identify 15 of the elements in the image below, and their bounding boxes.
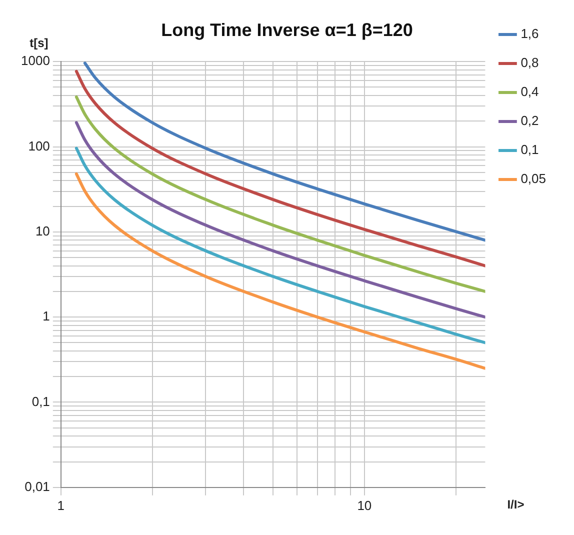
y-tick-label: 0,1 — [32, 394, 50, 409]
chart-title: Long Time Inverse α=1 β=120 — [161, 20, 413, 40]
legend-label: 0,8 — [520, 55, 539, 70]
legend-label: 0,2 — [520, 113, 539, 128]
legend-label: 0,05 — [520, 171, 546, 186]
y-tick-label: 100 — [28, 138, 50, 154]
x-axis-title: I/I> — [507, 498, 524, 512]
y-tick-label: 10 — [35, 224, 50, 238]
y-tick-label: 1 — [42, 308, 50, 324]
legend-label: 0,1 — [520, 142, 539, 158]
y-tick-label: 0,01 — [24, 478, 50, 494]
legend-label: 0,4 — [520, 84, 539, 100]
legend-label: 1,6 — [520, 26, 539, 42]
y-axis-title: t[s] — [30, 36, 48, 50]
y-tick-label: 1000 — [21, 53, 50, 68]
